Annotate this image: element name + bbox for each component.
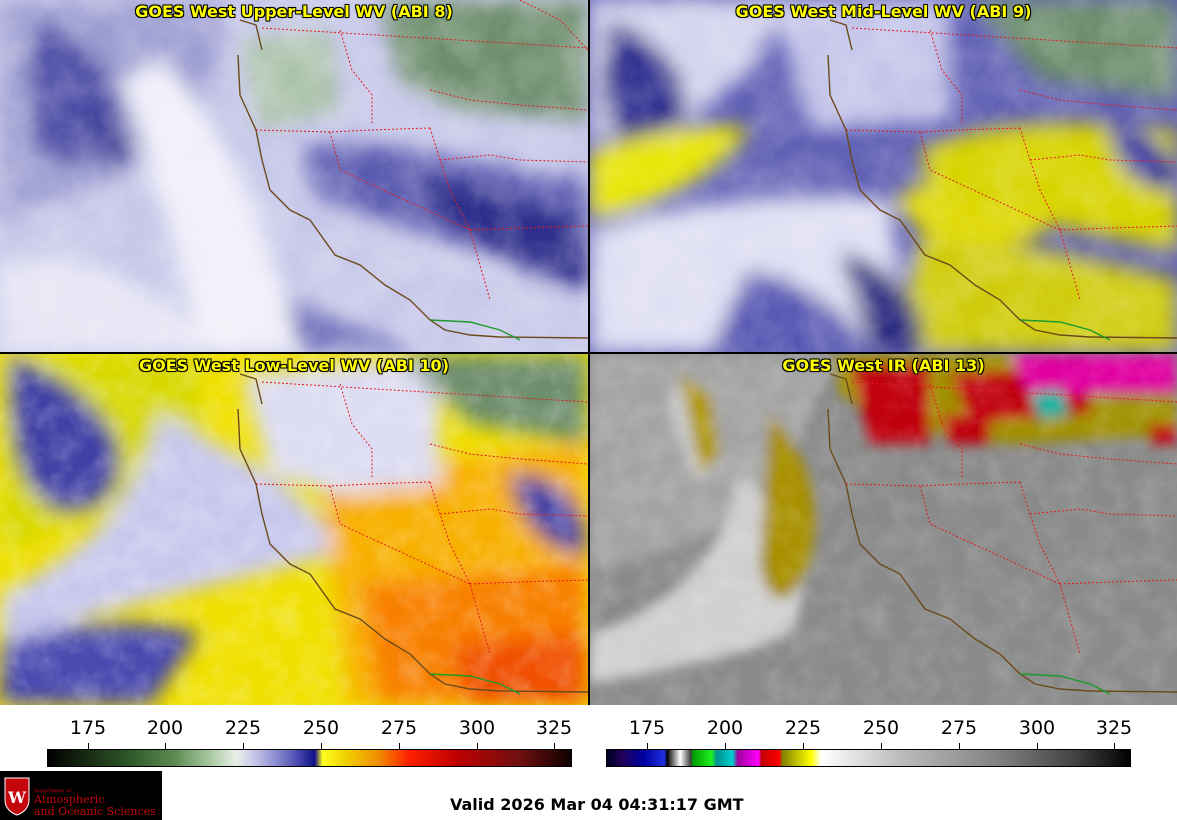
ir-tick-mark	[1114, 743, 1115, 749]
panel-low-level-wv: GOES West Low-Level WV (ABI 10)	[0, 354, 588, 705]
ir-tick-label: 225	[784, 717, 822, 739]
wv-tick-label: 200	[146, 717, 184, 739]
wv-tick-label: 250	[302, 717, 340, 739]
ir-tick-mark	[803, 743, 804, 749]
ir-tick-label: 250	[862, 717, 900, 739]
wv-tick-label: 275	[380, 717, 418, 739]
low-level-wv-image	[0, 354, 588, 705]
ir-tick-label: 325	[1095, 717, 1133, 739]
mid-level-wv-image	[590, 0, 1177, 352]
map-overlay-2	[827, 19, 1177, 341]
uw-crest-icon: W	[4, 777, 30, 816]
valid-time: Valid 2026 Mar 04 04:31:17 GMT	[450, 795, 744, 814]
panel-title: GOES West Upper-Level WV (ABI 8)	[135, 2, 453, 21]
ir-tick-mark	[647, 743, 648, 749]
map-overlay-1	[237, 0, 588, 341]
wv-tick-label: 300	[458, 717, 496, 739]
ir-colorbar-gradient	[606, 749, 1131, 767]
map-overlay-4	[827, 373, 1177, 695]
logo-dept-small: Department of	[34, 788, 71, 794]
ir-tick-mark	[1037, 743, 1038, 749]
panel-upper-level-wv: GOES West Upper-Level WV (ABI 8)	[0, 0, 588, 352]
ir-tick-mark	[725, 743, 726, 749]
aos-logo: W Department of Atmospheric and Oceanic …	[0, 771, 162, 820]
panel-title: GOES West Low-Level WV (ABI 10)	[138, 356, 449, 375]
logo-line-2: and Oceanic Sciences	[34, 805, 156, 818]
wv-tick-mark	[554, 743, 555, 749]
ir-tick-label: 300	[1018, 717, 1056, 739]
wv-colorbar-gradient	[47, 749, 572, 767]
wv-tick-mark	[399, 743, 400, 749]
wv-tick-label: 325	[535, 717, 573, 739]
ir-tick-mark	[881, 743, 882, 749]
wv-tick-mark	[477, 743, 478, 749]
panel-title: GOES West Mid-Level WV (ABI 9)	[735, 2, 1032, 21]
logo-line-1: Atmospheric	[34, 793, 105, 806]
map-overlay-3	[237, 373, 588, 695]
ir-tick-label: 200	[706, 717, 744, 739]
wv-tick-mark	[165, 743, 166, 749]
wv-tick-mark	[88, 743, 89, 749]
ir-image	[590, 354, 1177, 705]
ir-tick-label: 175	[628, 717, 666, 739]
wv-tick-label: 175	[69, 717, 107, 739]
ir-tick-mark	[959, 743, 960, 749]
panel-mid-level-wv: GOES West Mid-Level WV (ABI 9)	[590, 0, 1177, 352]
panel-title: GOES West IR (ABI 13)	[782, 356, 985, 375]
svg-text:W: W	[7, 788, 27, 807]
wv-tick-label: 225	[224, 717, 262, 739]
ir-tick-label: 275	[940, 717, 978, 739]
wv-tick-mark	[243, 743, 244, 749]
panel-ir: GOES West IR (ABI 13)	[590, 354, 1177, 705]
wv-tick-mark	[321, 743, 322, 749]
panel-divider-horizontal	[0, 352, 1177, 354]
